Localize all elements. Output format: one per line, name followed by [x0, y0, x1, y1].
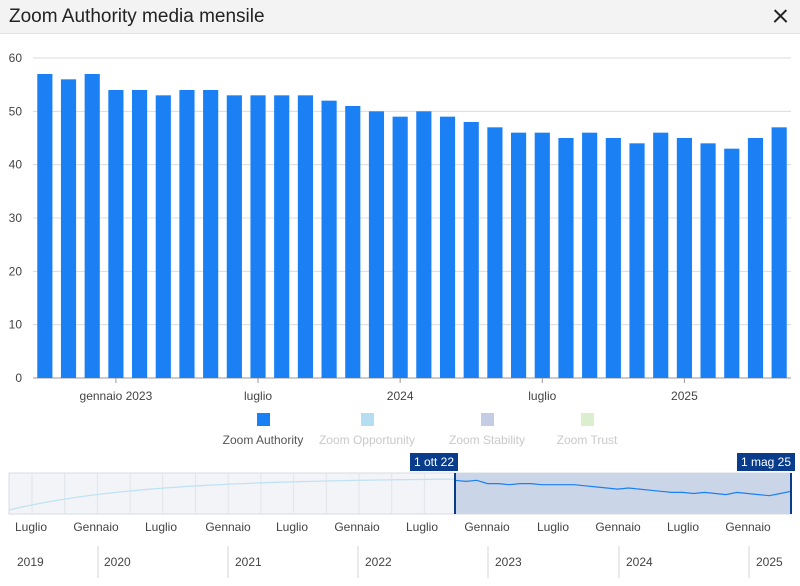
legend-label: Zoom Opportunity	[318, 433, 416, 447]
bar[interactable]	[274, 95, 290, 378]
navigator-year-label: 2022	[365, 555, 392, 569]
navigator-year-label: 2019	[17, 555, 44, 569]
x-tick-label: 2025	[671, 389, 698, 403]
range-end-flag[interactable]: 1 mag 25	[737, 453, 796, 471]
bar[interactable]	[511, 132, 527, 378]
x-tick-label: 2024	[387, 389, 414, 403]
bar[interactable]	[416, 111, 432, 378]
navigator-month-label: Gennaio	[725, 520, 771, 534]
navigator-year-label: 2023	[495, 555, 522, 569]
legend-swatch	[580, 413, 594, 426]
legend-swatch	[360, 413, 374, 426]
bar[interactable]	[226, 95, 242, 378]
bar[interactable]	[487, 127, 503, 378]
legend-item[interactable]: Zoom Trust	[532, 412, 642, 449]
y-tick-label: 50	[9, 104, 23, 118]
bar[interactable]	[534, 132, 550, 378]
dialog-title: Zoom Authority media mensile	[9, 6, 265, 27]
navigator-year-label: 2024	[626, 555, 653, 569]
bar[interactable]	[605, 138, 621, 378]
y-tick-label: 10	[9, 318, 23, 332]
legend-label: Zoom Trust	[556, 433, 618, 447]
navigator-month-label: Gennaio	[334, 520, 380, 534]
bar[interactable]	[84, 74, 100, 378]
navigator-month-label: Luglio	[537, 520, 569, 534]
bar[interactable]	[676, 138, 692, 378]
range-start-flag[interactable]: 1 ott 22	[410, 453, 459, 471]
bar[interactable]	[629, 143, 645, 378]
x-tick-label: luglio	[528, 389, 556, 403]
bar[interactable]	[321, 100, 337, 379]
bar[interactable]	[747, 138, 764, 378]
bar[interactable]	[653, 132, 669, 378]
navigator-year-label: 2020	[104, 555, 131, 569]
bar[interactable]	[155, 95, 171, 378]
navigator-month-label: Gennaio	[595, 520, 641, 534]
legend-swatch	[256, 413, 270, 426]
y-tick-label: 30	[9, 211, 23, 225]
navigator-history-line	[8, 478, 456, 511]
x-tick-label: gennaio 2023	[80, 389, 153, 403]
legend-item[interactable]: Zoom Opportunity	[312, 412, 422, 449]
bar[interactable]	[582, 132, 598, 378]
navigator-year-label: 2025	[756, 555, 783, 569]
navigator-month-label: Gennaio	[73, 520, 119, 534]
dialog-header: Zoom Authority media mensile	[0, 0, 800, 34]
bar[interactable]	[463, 122, 479, 378]
bar[interactable]	[439, 116, 456, 379]
navigator-selection[interactable]	[455, 473, 791, 514]
bar[interactable]	[700, 143, 716, 378]
legend-label: Zoom Stability	[448, 433, 526, 447]
legend-swatch	[480, 413, 494, 426]
bar[interactable]	[368, 111, 385, 378]
legend-item[interactable]: Zoom Authority	[208, 412, 318, 449]
bar[interactable]	[345, 106, 361, 378]
y-tick-label: 40	[9, 158, 23, 172]
bar[interactable]	[37, 74, 53, 378]
legend-item[interactable]: Zoom Stability	[432, 412, 542, 449]
navigator-month-label: Gennaio	[205, 520, 251, 534]
bar[interactable]	[392, 116, 408, 379]
y-tick-label: 0	[15, 371, 22, 385]
navigator-month-label: Luglio	[276, 520, 308, 534]
bar[interactable]	[724, 148, 740, 378]
navigator-month-label: Luglio	[406, 520, 438, 534]
bar[interactable]	[771, 127, 787, 378]
bar[interactable]	[60, 79, 77, 378]
y-tick-label: 20	[9, 264, 23, 278]
bar[interactable]	[558, 138, 574, 378]
bar[interactable]	[108, 90, 124, 378]
bar[interactable]	[297, 95, 313, 378]
legend-label: Zoom Authority	[222, 433, 304, 447]
bar[interactable]	[250, 95, 266, 378]
bar[interactable]	[179, 90, 195, 378]
navigator-month-label: Luglio	[145, 520, 177, 534]
navigator-month-label: Gennaio	[464, 520, 510, 534]
chart-legend: Zoom Authority Zoom Opportunity Zoom Stabi…	[208, 412, 628, 448]
bar[interactable]	[132, 90, 148, 378]
navigator-month-label: Luglio	[15, 520, 47, 534]
navigator-year-label: 2021	[235, 555, 262, 569]
y-tick-label: 60	[9, 51, 23, 65]
navigator-month-label: Luglio	[667, 520, 699, 534]
navigator-series-line	[454, 479, 792, 497]
x-tick-label: luglio	[244, 389, 272, 403]
bar[interactable]	[203, 90, 219, 378]
